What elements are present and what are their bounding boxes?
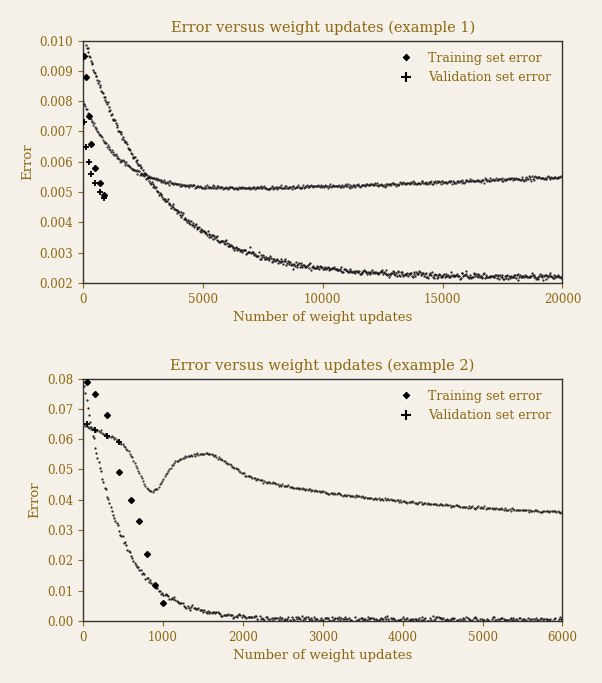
Y-axis label: Error: Error: [28, 482, 42, 518]
Legend: Training set error, Validation set error: Training set error, Validation set error: [388, 385, 556, 427]
X-axis label: Number of weight updates: Number of weight updates: [233, 311, 412, 324]
X-axis label: Number of weight updates: Number of weight updates: [233, 649, 412, 662]
Y-axis label: Error: Error: [21, 143, 34, 180]
Title: Error versus weight updates (example 1): Error versus weight updates (example 1): [170, 21, 475, 36]
Title: Error versus weight updates (example 2): Error versus weight updates (example 2): [170, 359, 475, 373]
Legend: Training set error, Validation set error: Training set error, Validation set error: [388, 47, 556, 89]
